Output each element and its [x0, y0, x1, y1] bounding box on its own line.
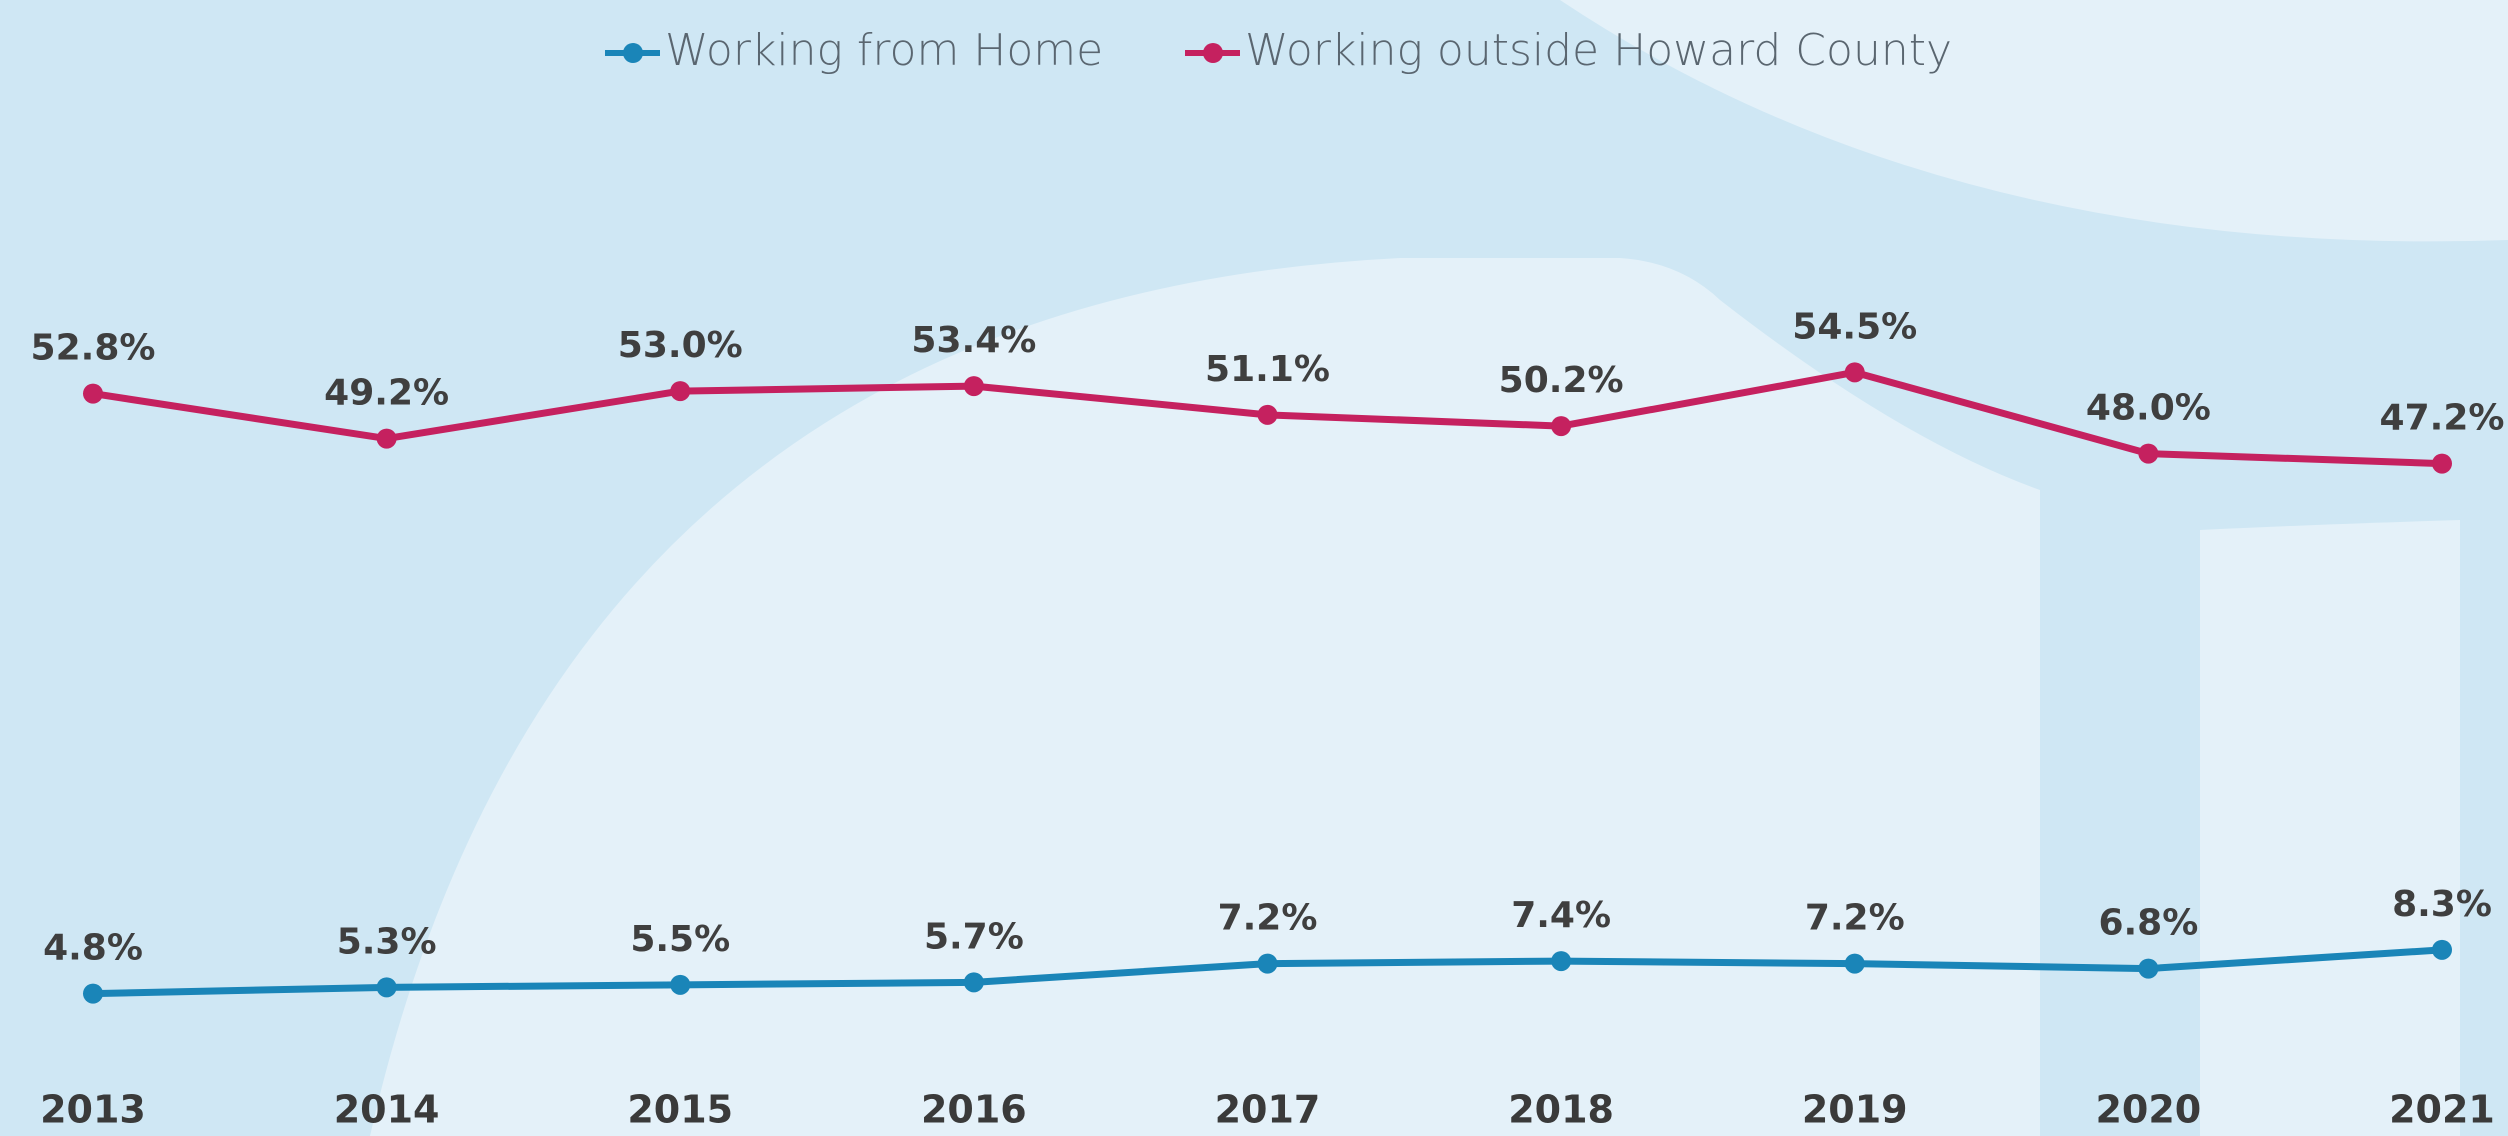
data-point: [2432, 939, 2452, 960]
data-point: [1551, 416, 1572, 437]
data-point: [2138, 443, 2159, 464]
data-point: [1257, 953, 1278, 974]
data-label: 49.2%: [324, 373, 449, 414]
data-label: 47.2%: [2380, 398, 2505, 439]
x-tick-label: 2020: [2095, 1088, 2201, 1132]
data-point: [1844, 953, 1865, 974]
data-label: 7.2%: [1805, 898, 1905, 939]
data-point: [670, 974, 691, 995]
data-label: 54.5%: [1792, 306, 1917, 347]
x-tick-label: 2017: [1215, 1088, 1321, 1132]
data-label: 51.1%: [1205, 349, 1330, 390]
data-point: [1844, 362, 1865, 383]
background-shape: [1560, 0, 2508, 242]
data-label: 7.2%: [1218, 898, 1318, 939]
x-tick-label: 2018: [1508, 1088, 1614, 1132]
data-label: 7.4%: [1511, 895, 1611, 936]
legend: Working from Home Working outside Howard …: [605, 25, 1952, 76]
data-label: 4.8%: [43, 928, 143, 969]
x-tick-label: 2019: [1802, 1088, 1908, 1132]
data-point: [670, 381, 691, 402]
data-point: [376, 428, 397, 449]
data-point: [1551, 951, 1572, 972]
data-point: [2432, 453, 2452, 474]
data-label: 52.8%: [31, 328, 156, 369]
data-label: 50.2%: [1499, 360, 1624, 401]
data-label: 5.3%: [337, 921, 437, 962]
data-point: [2138, 958, 2159, 979]
x-tick-label: 2015: [627, 1088, 733, 1132]
data-label: 53.0%: [618, 325, 743, 366]
data-label: 5.7%: [924, 916, 1024, 957]
data-label: 6.8%: [2098, 903, 2198, 944]
x-tick-label: 2014: [334, 1088, 440, 1132]
x-tick-label: 2021: [2389, 1088, 2495, 1132]
legend-marker-dot: [1203, 43, 1223, 63]
background-shape: [2200, 520, 2460, 1136]
data-point: [376, 977, 397, 998]
legend-label: Working from Home: [665, 25, 1103, 76]
data-point: [1257, 404, 1278, 425]
data-point: [83, 983, 103, 1004]
data-label: 48.0%: [2086, 388, 2211, 429]
data-point: [963, 376, 984, 397]
legend-marker-dot: [623, 43, 643, 63]
data-point: [83, 383, 103, 404]
data-label: 5.5%: [630, 919, 730, 960]
x-tick-label: 2013: [40, 1088, 146, 1132]
data-point: [963, 972, 984, 993]
data-label: 53.4%: [911, 320, 1036, 361]
data-label: 8.3%: [2392, 884, 2492, 925]
x-tick-label: 2016: [921, 1088, 1027, 1132]
background-shape: [370, 258, 2040, 1136]
legend-label: Working outside Howard County: [1245, 25, 1952, 76]
